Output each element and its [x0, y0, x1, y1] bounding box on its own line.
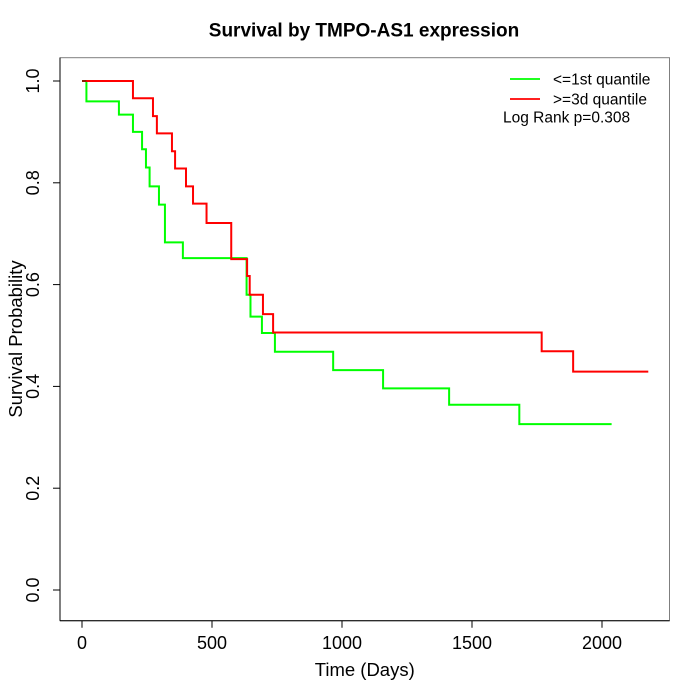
legend-label-0: <=1st quantile	[553, 72, 650, 89]
series-curve-0	[82, 80, 612, 426]
chart-title: Survival by TMPO-AS1 expression	[209, 21, 519, 42]
log-rank-annotation: Log Rank p=0.308	[503, 110, 630, 127]
plot-frame	[59, 57, 670, 622]
x-tick-label: 0	[77, 633, 87, 653]
y-tick-label: 1.0	[23, 68, 43, 93]
x-tick-label: 1500	[452, 633, 492, 653]
x-axis-label: Time (Days)	[315, 659, 415, 680]
x-tick-label: 2000	[582, 633, 622, 653]
survival-curves	[82, 80, 649, 426]
y-tick-label: 0.4	[23, 374, 43, 399]
x-tick-label: 1000	[322, 633, 362, 653]
y-tick-label: 0.8	[23, 170, 43, 195]
x-axis: 0 500 1000 1500 2000	[60, 620, 670, 653]
y-tick-label: 0.6	[23, 272, 43, 297]
y-tick-label: 0.2	[23, 476, 43, 501]
x-tick-label: 500	[197, 633, 227, 653]
legend-label-1: >=3d quantile	[553, 92, 647, 109]
y-axis: 0.0 0.2 0.4 0.6 0.8 1.0	[23, 57, 61, 621]
legend: <=1st quantile >=3d quantile	[510, 72, 650, 109]
y-axis-label: Survival Probability	[5, 260, 26, 418]
y-tick-label: 0.0	[23, 577, 43, 602]
series-curve-1	[82, 80, 649, 373]
